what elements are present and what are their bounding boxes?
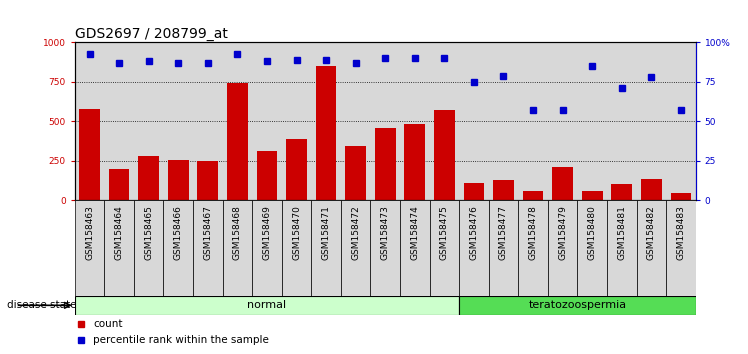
Text: disease state: disease state (7, 300, 77, 310)
Bar (429, 200, 459, 296)
Bar (611, 184, 632, 200)
Bar (164, 200, 193, 296)
Bar (459, 200, 488, 296)
Bar (341, 200, 370, 296)
Bar (286, 138, 307, 200)
Text: GSM158468: GSM158468 (233, 205, 242, 260)
Bar (552, 167, 573, 200)
Bar (282, 200, 311, 296)
Text: GSM158467: GSM158467 (203, 205, 212, 260)
Text: GSM158464: GSM158464 (114, 205, 123, 259)
Bar (193, 200, 223, 296)
Text: GSM158475: GSM158475 (440, 205, 449, 260)
Text: percentile rank within the sample: percentile rank within the sample (94, 335, 269, 345)
Text: GSM158473: GSM158473 (381, 205, 390, 260)
Text: GSM158470: GSM158470 (292, 205, 301, 260)
Bar (134, 200, 164, 296)
Bar (400, 200, 429, 296)
Text: GSM158481: GSM158481 (617, 205, 626, 260)
Bar (434, 110, 455, 200)
Bar (227, 82, 248, 200)
Text: GSM158466: GSM158466 (174, 205, 183, 260)
Bar (459, 296, 696, 315)
Bar (577, 200, 607, 296)
Bar (488, 200, 518, 296)
Bar (405, 124, 425, 200)
Bar (79, 109, 100, 200)
Bar (168, 160, 188, 200)
Text: GSM158478: GSM158478 (529, 205, 538, 260)
Bar (316, 66, 337, 200)
Bar (607, 200, 637, 296)
Bar (75, 200, 105, 296)
Text: GSM158471: GSM158471 (322, 205, 331, 260)
Bar (370, 200, 400, 296)
Bar (375, 127, 396, 200)
Bar (464, 183, 484, 200)
Bar (637, 200, 666, 296)
Bar (670, 193, 691, 200)
Text: GSM158474: GSM158474 (411, 205, 420, 259)
Bar (548, 200, 577, 296)
Bar (311, 200, 341, 296)
Text: GSM158480: GSM158480 (588, 205, 597, 260)
Text: GSM158483: GSM158483 (676, 205, 685, 260)
Text: GSM158477: GSM158477 (499, 205, 508, 260)
Text: GSM158465: GSM158465 (144, 205, 153, 260)
Text: GSM158469: GSM158469 (263, 205, 272, 260)
Bar (666, 200, 696, 296)
Bar (641, 179, 662, 200)
Text: GDS2697 / 208799_at: GDS2697 / 208799_at (75, 28, 227, 41)
Text: GSM158472: GSM158472 (351, 205, 360, 259)
Bar (223, 200, 252, 296)
Bar (108, 169, 129, 200)
Bar (257, 151, 278, 200)
Bar (518, 200, 548, 296)
Text: normal: normal (248, 300, 286, 310)
Bar (523, 190, 543, 200)
Bar (75, 296, 459, 315)
Text: teratozoospermia: teratozoospermia (528, 300, 626, 310)
Bar (493, 179, 514, 200)
Text: GSM158463: GSM158463 (85, 205, 94, 260)
Bar (197, 161, 218, 200)
Text: count: count (94, 319, 123, 329)
Bar (138, 156, 159, 200)
Bar (346, 147, 366, 200)
Text: GSM158479: GSM158479 (558, 205, 567, 260)
Bar (252, 200, 282, 296)
Text: GSM158482: GSM158482 (647, 205, 656, 259)
Text: GSM158476: GSM158476 (470, 205, 479, 260)
Bar (105, 200, 134, 296)
Bar (582, 190, 603, 200)
